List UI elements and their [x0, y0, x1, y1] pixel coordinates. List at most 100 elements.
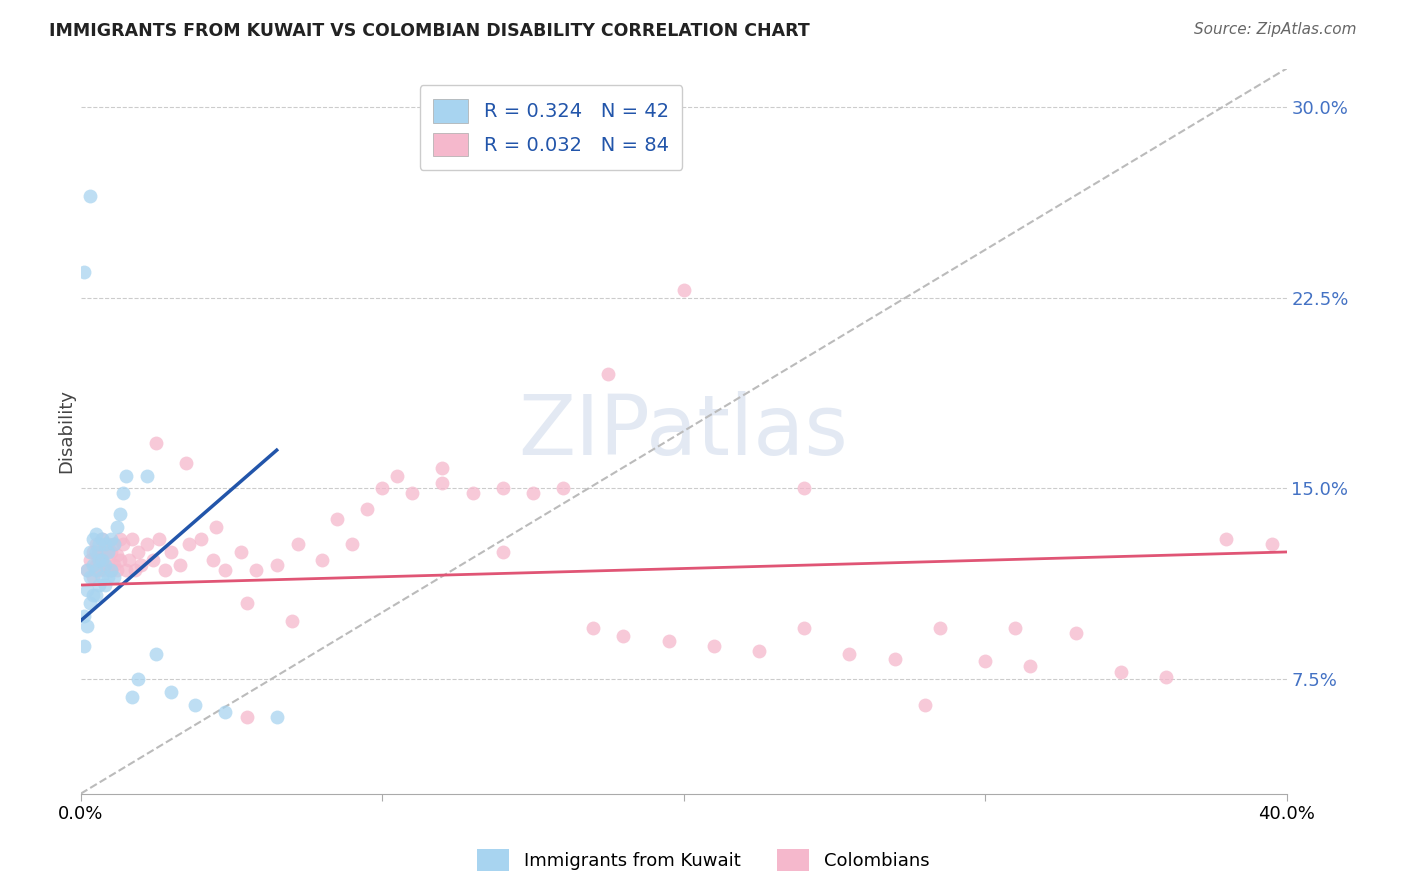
- Point: [838, 647, 860, 661]
- Point: [79, 188, 101, 202]
- Point: [1004, 621, 1026, 635]
- Point: [82, 558, 104, 572]
- Point: [914, 698, 936, 712]
- Point: [883, 652, 905, 666]
- Point: [136, 468, 159, 483]
- Point: [1109, 665, 1132, 679]
- Point: [356, 501, 378, 516]
- Point: [1260, 537, 1282, 551]
- Point: [79, 545, 101, 559]
- Point: [174, 456, 197, 470]
- Point: [100, 533, 122, 547]
- Point: [492, 481, 515, 495]
- Point: [90, 552, 112, 566]
- Point: [1019, 659, 1042, 673]
- Point: [287, 537, 309, 551]
- Point: [229, 545, 252, 559]
- Point: [97, 558, 120, 572]
- Point: [100, 563, 122, 577]
- Point: [108, 507, 131, 521]
- Point: [371, 481, 394, 495]
- Point: [97, 537, 120, 551]
- Point: [84, 588, 107, 602]
- Point: [748, 644, 770, 658]
- Point: [326, 512, 349, 526]
- Point: [76, 583, 98, 598]
- Point: [73, 608, 96, 623]
- Legend: Immigrants from Kuwait, Colombians: Immigrants from Kuwait, Colombians: [470, 842, 936, 879]
- Point: [340, 537, 363, 551]
- Point: [160, 685, 183, 699]
- Point: [82, 570, 104, 584]
- Point: [82, 533, 104, 547]
- Point: [87, 537, 110, 551]
- Point: [582, 621, 605, 635]
- Point: [235, 710, 257, 724]
- Point: [281, 614, 304, 628]
- Point: [127, 545, 149, 559]
- Point: [94, 578, 117, 592]
- Point: [124, 563, 146, 577]
- Point: [136, 537, 159, 551]
- Point: [87, 563, 110, 577]
- Point: [87, 552, 110, 566]
- Point: [522, 486, 544, 500]
- Point: [79, 552, 101, 566]
- Point: [169, 558, 191, 572]
- Y-axis label: Disability: Disability: [58, 389, 75, 473]
- Point: [145, 647, 167, 661]
- Point: [105, 519, 128, 533]
- Point: [82, 545, 104, 559]
- Point: [108, 533, 131, 547]
- Text: IMMIGRANTS FROM KUWAIT VS COLOMBIAN DISABILITY CORRELATION CHART: IMMIGRANTS FROM KUWAIT VS COLOMBIAN DISA…: [49, 22, 810, 40]
- Point: [121, 533, 143, 547]
- Point: [202, 552, 225, 566]
- Point: [142, 552, 165, 566]
- Point: [266, 710, 288, 724]
- Point: [103, 558, 125, 572]
- Point: [79, 596, 101, 610]
- Point: [118, 552, 141, 566]
- Point: [245, 563, 267, 577]
- Legend: R = 0.324   N = 42, R = 0.032   N = 84: R = 0.324 N = 42, R = 0.032 N = 84: [419, 86, 682, 169]
- Point: [129, 558, 152, 572]
- Point: [928, 621, 950, 635]
- Point: [214, 563, 236, 577]
- Point: [179, 537, 201, 551]
- Point: [94, 545, 117, 559]
- Point: [103, 537, 125, 551]
- Point: [387, 468, 409, 483]
- Point: [84, 545, 107, 559]
- Point: [90, 533, 112, 547]
- Point: [184, 698, 207, 712]
- Point: [84, 563, 107, 577]
- Point: [703, 639, 725, 653]
- Point: [492, 545, 515, 559]
- Text: Source: ZipAtlas.com: Source: ZipAtlas.com: [1194, 22, 1357, 37]
- Point: [311, 552, 333, 566]
- Point: [1064, 626, 1087, 640]
- Point: [97, 570, 120, 584]
- Point: [121, 690, 143, 704]
- Point: [401, 486, 423, 500]
- Point: [105, 563, 128, 577]
- Point: [84, 527, 107, 541]
- Point: [97, 545, 120, 559]
- Text: ZIPatlas: ZIPatlas: [519, 391, 849, 472]
- Point: [235, 596, 257, 610]
- Point: [87, 545, 110, 559]
- Point: [103, 570, 125, 584]
- Point: [793, 481, 815, 495]
- Point: [73, 265, 96, 279]
- Point: [145, 435, 167, 450]
- Point: [551, 481, 574, 495]
- Point: [266, 558, 288, 572]
- Point: [461, 486, 484, 500]
- Point: [432, 461, 454, 475]
- Point: [672, 283, 695, 297]
- Point: [612, 629, 634, 643]
- Point: [432, 476, 454, 491]
- Point: [76, 563, 98, 577]
- Point: [94, 537, 117, 551]
- Point: [974, 654, 997, 668]
